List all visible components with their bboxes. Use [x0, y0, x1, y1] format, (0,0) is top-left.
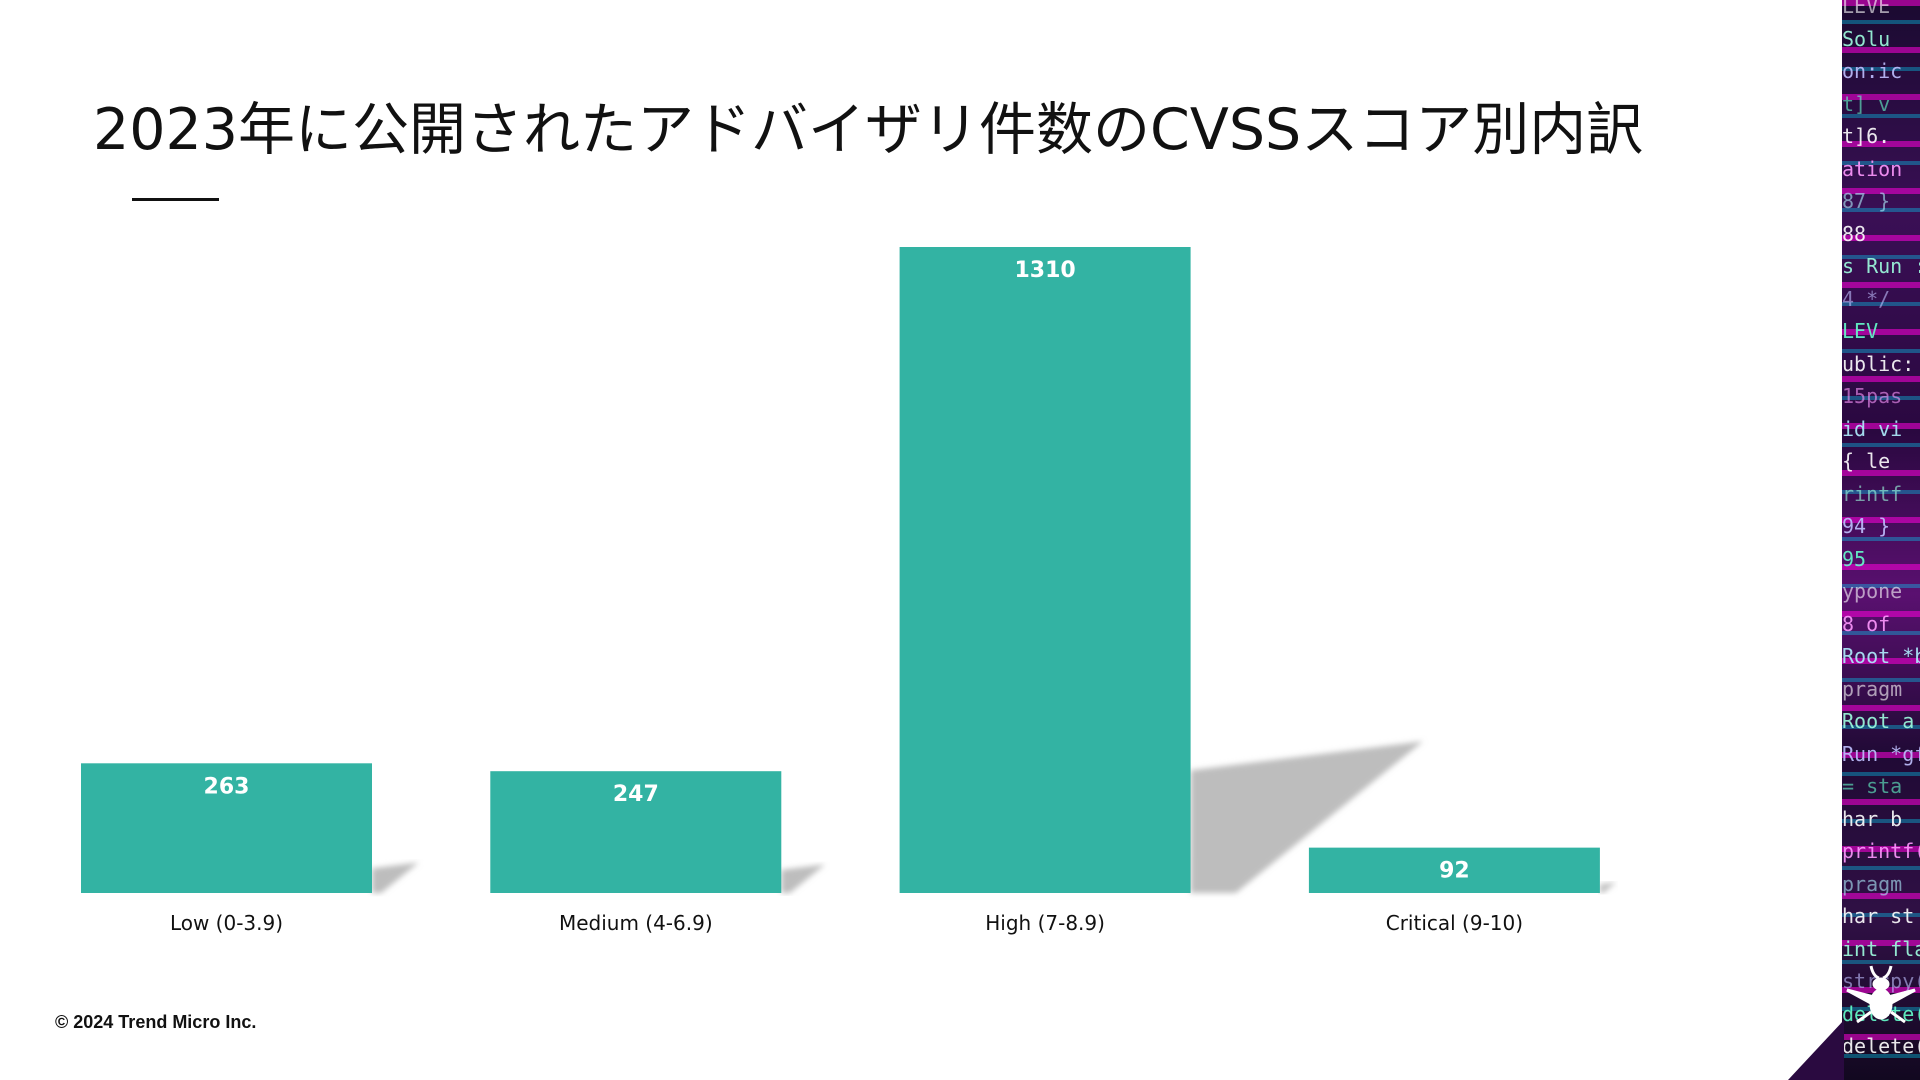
panel-corner-decoration — [1788, 1020, 1844, 1080]
code-line: har b — [1842, 806, 1903, 831]
page-title: 2023年に公開されたアドバイザリ件数のCVSSスコア別内訳 — [93, 97, 1644, 163]
code-line: 15pas — [1842, 384, 1903, 408]
bar-shadow — [372, 862, 419, 893]
bar-3 — [1308, 847, 1600, 893]
x-tick-label: Low (0-3.9) — [170, 911, 283, 935]
code-line: LEV — [1842, 319, 1879, 343]
code-line: delete( — [1842, 1034, 1920, 1058]
code-line: rintf — [1842, 481, 1903, 506]
code-line: 94 } — [1842, 514, 1891, 538]
x-tick-label: Critical (9-10) — [1386, 911, 1523, 935]
code-line: on:ic — [1842, 59, 1903, 83]
code-line: s Run : — [1842, 254, 1920, 278]
data-label: 92 — [1439, 859, 1470, 884]
bar-shadow — [781, 864, 826, 893]
code-line: Root a — [1842, 709, 1915, 733]
data-label: 1310 — [1014, 258, 1075, 283]
code-line: 8 of — [1842, 611, 1891, 636]
code-line: 95 — [1842, 546, 1867, 571]
data-label: 263 — [204, 774, 250, 799]
code-line: pragm — [1842, 676, 1903, 701]
code-line: id vi — [1842, 416, 1903, 441]
bar-0 — [81, 763, 372, 893]
code-line: 4 */ — [1842, 286, 1891, 311]
x-tick-label: High (7-8.9) — [985, 911, 1105, 935]
code-line: ypone — [1842, 579, 1903, 603]
code-line: ublic: — [1842, 351, 1915, 376]
code-line: t]6. — [1842, 124, 1891, 148]
bar-shadow — [1599, 882, 1617, 893]
code-line: printf( — [1842, 839, 1920, 863]
decorative-code-panel: LEVE Solu on:ic t] v t]6. ation 87 } 88 s Run : 4… — [1842, 0, 1920, 1080]
code-line: har st — [1842, 904, 1915, 928]
code-line: ation — [1842, 156, 1903, 181]
code-line: LEVE — [1842, 0, 1891, 18]
code-line: int fla — [1842, 936, 1920, 961]
bar-shadow — [1190, 741, 1424, 893]
bar-2 — [899, 247, 1191, 893]
code-line: pragm — [1842, 871, 1903, 896]
code-line: { le — [1842, 449, 1891, 473]
code-line: Solu — [1842, 26, 1891, 51]
title-underline — [132, 198, 219, 201]
code-line: Run *gf — [1842, 741, 1920, 766]
code-line: Root *b — [1842, 644, 1920, 668]
bar-1 — [490, 771, 782, 893]
x-tick-label: Medium (4-6.9) — [559, 911, 713, 935]
bar-chart: 263 Low (0-3.9) 247 Medium (4-6.9) 1310 High … — [81, 247, 1617, 935]
beetle-logo-icon — [1846, 965, 1916, 1024]
code-line: 88 — [1842, 221, 1867, 246]
data-label: 247 — [613, 782, 659, 807]
copyright-footer: © 2024 Trend Micro Inc. — [55, 1012, 257, 1032]
code-line: 87 } — [1842, 189, 1891, 213]
code-line: t] v — [1842, 91, 1891, 116]
code-line: = sta — [1842, 774, 1903, 798]
